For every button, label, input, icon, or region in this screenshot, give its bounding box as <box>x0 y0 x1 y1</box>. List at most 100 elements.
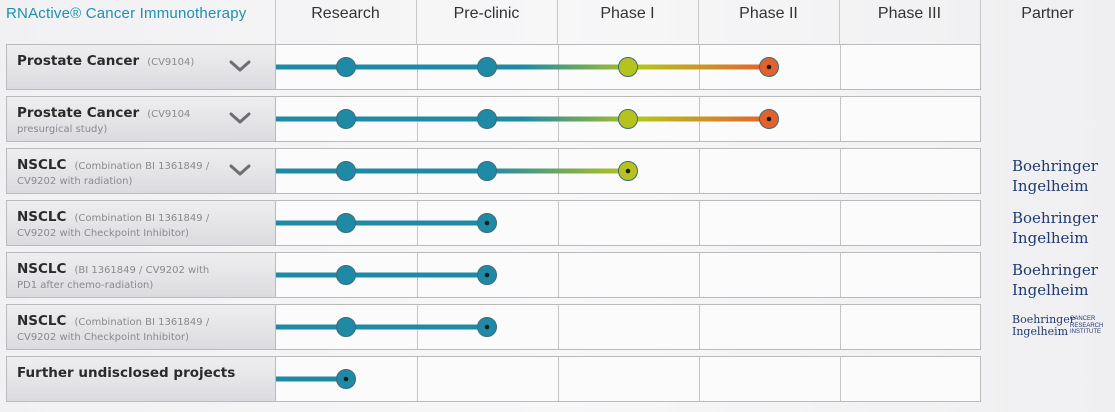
cell-divider <box>840 201 841 245</box>
project-title: NSCLC <box>17 209 67 225</box>
partner-logo-line: Ingelheim <box>1012 281 1089 299</box>
current-stage-dot <box>484 324 490 330</box>
project-name: NSCLC (Combination BI 1361849 / <box>17 157 209 173</box>
pipeline-row[interactable]: Prostate Cancer (CV9104 presurgical study) <box>6 96 981 142</box>
project-detail: (Combination BI 1361849 / <box>74 161 210 172</box>
stage-cells <box>275 200 981 246</box>
stage-node-pre-clinic <box>477 57 497 77</box>
partner-logo-line: Ingelheim <box>1012 325 1069 338</box>
project-name: NSCLC (BI 1361849 / CV9202 with <box>17 261 209 277</box>
header-divider <box>275 0 276 44</box>
project-name: Prostate Cancer (CV9104) <box>17 53 194 69</box>
stage-node-phase-i <box>618 57 638 77</box>
progress-track <box>276 161 638 181</box>
column-header-partner: Partner <box>1021 5 1074 22</box>
cell-divider <box>840 149 841 193</box>
cell-divider <box>699 305 700 349</box>
stage-cells <box>275 356 981 402</box>
project-title: NSCLC <box>17 261 67 277</box>
project-detail: (CV9104 <box>147 109 191 120</box>
project-detail: (Combination BI 1361849 / <box>74 317 210 328</box>
project-detail: (Combination BI 1361849 / <box>74 213 210 224</box>
row-label: NSCLC (Combination BI 1361849 / CV9202 wit… <box>6 304 276 350</box>
chevron-down-icon[interactable] <box>229 109 251 127</box>
current-stage-dot <box>343 376 349 382</box>
cell-divider <box>840 97 841 141</box>
stage-cells <box>275 148 981 194</box>
column-header-pre-clinic: Pre-clinic <box>453 5 520 22</box>
column-header-phase-1: Phase I <box>600 5 655 22</box>
project-detail-line2: CV9202 with Checkpoint Inhibitor) <box>17 228 189 239</box>
project-name: Further undisclosed projects <box>17 365 235 381</box>
column-header-phase-3: Phase III <box>877 5 942 22</box>
stage-node-pre-clinic <box>477 161 497 181</box>
row-label: NSCLC (BI 1361849 / CV9202 with PD1 after … <box>6 252 276 298</box>
cell-divider <box>558 253 559 297</box>
row-label[interactable]: Prostate Cancer (CV9104) <box>6 44 276 90</box>
cell-divider <box>699 201 700 245</box>
stage-node-pre-clinic <box>477 109 497 129</box>
pipeline-row[interactable]: NSCLC (Combination BI 1361849 / CV9202 wit… <box>6 148 981 194</box>
partner-logo-line: Ingelheim <box>1012 177 1089 195</box>
project-detail-line2: presurgical study) <box>17 124 108 135</box>
pipeline-row: NSCLC (Combination BI 1361849 / CV9202 wit… <box>6 200 981 246</box>
project-name: NSCLC (Combination BI 1361849 / <box>17 313 209 329</box>
page-title: RNActive® Cancer Immunotherapy <box>6 5 247 22</box>
partner-logo-line: Boehringer <box>1012 313 1075 326</box>
stage-node-research <box>336 109 356 129</box>
pipeline-row: NSCLC (Combination BI 1361849 / CV9202 wit… <box>6 304 981 350</box>
cri-logo-line: INSTITUTE <box>1070 329 1101 335</box>
header-divider <box>416 0 417 44</box>
header-divider <box>980 0 981 44</box>
cell-divider <box>699 253 700 297</box>
row-label: NSCLC (Combination BI 1361849 / CV9202 wit… <box>6 200 276 246</box>
partner-logo-cancer-research-institute: CANCER RESEARCH INSTITUTE <box>1070 316 1103 336</box>
project-title: Further undisclosed projects <box>17 365 236 381</box>
cell-divider <box>840 45 841 89</box>
progress-track <box>276 317 497 337</box>
partner-logo-line: Ingelheim <box>1012 229 1089 247</box>
cri-logo-line: CANCER <box>1070 316 1096 322</box>
project-detail: (CV9104) <box>147 57 195 68</box>
stage-cells <box>275 252 981 298</box>
project-title: Prostate Cancer <box>17 105 140 121</box>
column-header-research: Research <box>311 5 380 22</box>
header-divider <box>839 0 840 44</box>
chevron-down-icon[interactable] <box>229 161 251 179</box>
row-label: Further undisclosed projects <box>6 356 276 402</box>
project-title: Prostate Cancer <box>17 53 140 69</box>
project-detail: (BI 1361849 / CV9202 with <box>74 265 210 276</box>
row-label[interactable]: Prostate Cancer (CV9104 presurgical study) <box>6 96 276 142</box>
current-stage-dot <box>766 64 772 70</box>
cell-divider <box>840 357 841 401</box>
stage-node-research <box>336 265 356 285</box>
header-divider <box>698 0 699 44</box>
project-title: NSCLC <box>17 313 67 329</box>
stage-cells <box>275 304 981 350</box>
partner-logo-boehringer-ingelheim: Boehringer Ingelheim <box>1012 208 1107 248</box>
partner-logo-line: Boehringer <box>1012 157 1098 175</box>
stage-node-research <box>336 213 356 233</box>
project-detail-line2: PD1 after chemo-radiation) <box>17 280 154 291</box>
progress-track <box>276 109 779 129</box>
partner-logo-boehringer-ingelheim: Boehringer Ingelheim CANCER RESEARCH INSTITU… <box>1012 314 1107 338</box>
current-stage-dot <box>766 116 772 122</box>
progress-track <box>276 265 497 285</box>
cell-divider <box>699 357 700 401</box>
cell-divider <box>558 357 559 401</box>
project-detail-line2: CV9202 with Checkpoint Inhibitor) <box>17 332 189 343</box>
progress-track <box>276 213 497 233</box>
stage-node-research <box>336 161 356 181</box>
project-name: NSCLC (Combination BI 1361849 / <box>17 209 209 225</box>
partner-logo-boehringer-ingelheim: Boehringer Ingelheim <box>1012 156 1107 196</box>
current-stage-dot <box>625 168 631 174</box>
chevron-down-icon[interactable] <box>229 57 251 75</box>
partner-logo-line: Boehringer <box>1012 261 1098 279</box>
stage-cells <box>275 44 981 90</box>
cell-divider <box>840 253 841 297</box>
progress-track <box>276 57 779 77</box>
pipeline-row[interactable]: Prostate Cancer (CV9104) <box>6 44 981 90</box>
cell-divider <box>699 149 700 193</box>
row-label[interactable]: NSCLC (Combination BI 1361849 / CV9202 wit… <box>6 148 276 194</box>
header-divider <box>557 0 558 44</box>
